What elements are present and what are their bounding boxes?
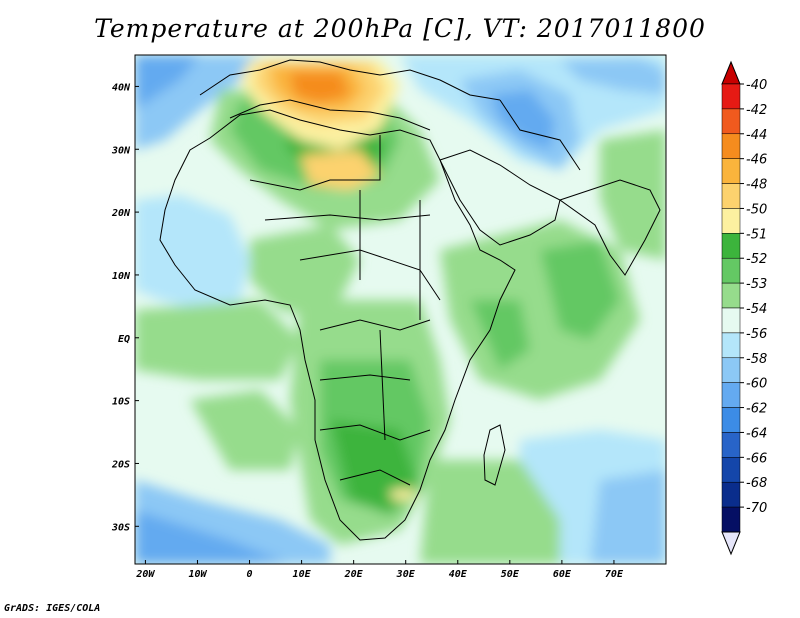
colorbar-label: -44 — [746, 128, 767, 143]
colorbar-label: -50 — [746, 202, 767, 217]
colorbar-swatch — [721, 257, 741, 284]
colorbar-label: -48 — [746, 178, 767, 193]
colorbar-swatch — [721, 307, 741, 334]
lon-tick-label: 0 — [247, 569, 253, 580]
lon-tick-label: 70E — [605, 569, 624, 580]
colorbar-swatch — [721, 208, 741, 234]
colorbar-label: -46 — [746, 153, 767, 168]
colorbar-label: -51 — [746, 227, 767, 242]
colorbar-swatch — [721, 83, 741, 110]
colorbar-label: -42 — [746, 103, 767, 118]
colorbar-label: -58 — [746, 352, 767, 367]
lon-tick-label: 50E — [501, 569, 520, 580]
grads-credit: GrADS: IGES/COLA — [4, 603, 101, 614]
colorbar-swatch — [721, 133, 741, 159]
colorbar-label: -40 — [746, 78, 767, 93]
lat-tick-label: 20S — [111, 459, 130, 470]
colorbar-swatch — [721, 457, 741, 483]
colorbar-label: -66 — [746, 451, 767, 466]
lon-tick-label: 10W — [188, 569, 207, 580]
longitude-axis: 20W 10W 0 10E 20E 30E 40E 50E 60E 70E — [135, 560, 624, 580]
lat-tick-label: 40N — [112, 82, 131, 93]
colorbar-swatch — [721, 357, 741, 383]
colorbar-label: -60 — [746, 377, 767, 392]
lat-tick-label: 30N — [111, 145, 131, 156]
colorbar-label: -53 — [746, 277, 767, 292]
lon-tick-label: 30E — [396, 569, 416, 580]
latitude-axis: 40N 30N 20N 10N EQ 10S 20S 30S — [111, 82, 139, 533]
lat-tick-label: 30S — [111, 522, 130, 533]
colorbar-label: -70 — [746, 501, 767, 516]
colorbar-label: -52 — [746, 252, 767, 267]
colorbar-swatch — [721, 506, 741, 533]
lat-tick-label: EQ — [118, 334, 130, 345]
lat-tick-label: 20N — [111, 208, 131, 219]
coastlines — [159, 59, 661, 541]
colorbar-swatch — [721, 108, 741, 135]
lon-tick-label: 60E — [553, 569, 572, 580]
colorbar-label: -56 — [746, 327, 767, 342]
colorbar-swatch — [721, 407, 741, 433]
colorbar-swatch — [721, 233, 741, 259]
lat-tick-label: 10N — [112, 271, 131, 282]
lat-tick-label: 10S — [112, 397, 130, 408]
colorbar-swatch — [721, 481, 741, 508]
colorbar-label: -64 — [746, 426, 767, 441]
colorbar-swatch — [721, 332, 741, 359]
colorbar-label: -62 — [746, 402, 767, 417]
colorbar-swatch — [721, 282, 741, 309]
colorbar-swatch — [721, 158, 741, 184]
colorbar: -40 -42 -44 -46 -48 -50 -51 -52 -53 -54 -56 -58 -60 -… — [721, 60, 767, 556]
lon-tick-label: 20W — [135, 569, 155, 580]
temperature-field — [135, 55, 666, 564]
colorbar-swatch — [721, 183, 741, 209]
colorbar-top-triangle — [721, 60, 741, 85]
plot-frame — [134, 54, 667, 565]
colorbar-swatch — [721, 432, 741, 458]
lon-tick-label: 20E — [344, 569, 364, 580]
colorbar-label: -54 — [746, 302, 767, 317]
colorbar-bottom-triangle — [721, 531, 741, 556]
colorbar-swatch — [721, 382, 741, 408]
lon-tick-label: 10E — [293, 569, 312, 580]
map-title: Temperature at 200hPa [C], VT: 201701180… — [94, 14, 706, 43]
lon-tick-label: 40E — [449, 569, 468, 580]
colorbar-label: -68 — [746, 476, 767, 491]
